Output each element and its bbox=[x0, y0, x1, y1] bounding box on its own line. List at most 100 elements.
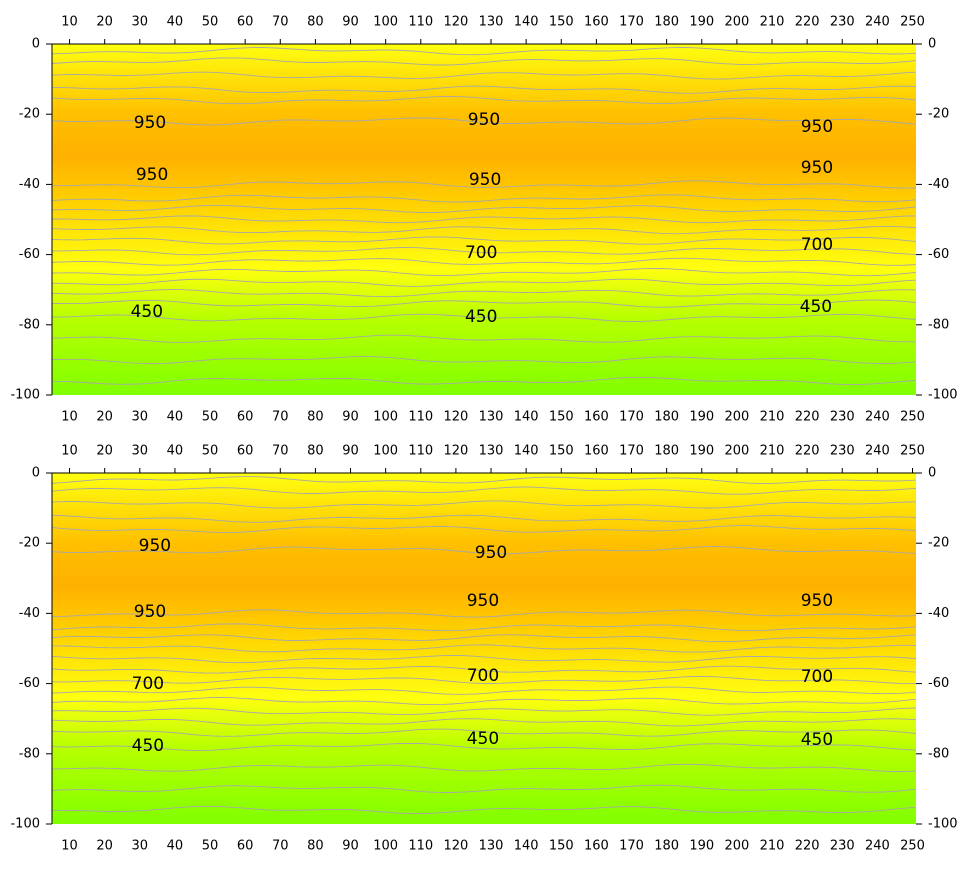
x-tick-label: 180 bbox=[654, 410, 679, 425]
contour-label: 450 bbox=[132, 736, 164, 756]
y-tick-label: -40 bbox=[19, 177, 40, 192]
y-tick-label: 0 bbox=[928, 37, 936, 52]
y-tick-label: -20 bbox=[928, 536, 949, 551]
contour-line bbox=[51, 623, 917, 632]
contour-line bbox=[51, 486, 917, 495]
contour-line bbox=[51, 299, 917, 308]
x-tick-label: 240 bbox=[865, 444, 890, 459]
x-tick-label: 180 bbox=[654, 444, 679, 459]
x-tick-label: 40 bbox=[167, 15, 184, 30]
contour-label: 950 bbox=[801, 117, 833, 137]
x-tick-label: 120 bbox=[443, 410, 468, 425]
y-tick-label: 0 bbox=[928, 466, 936, 481]
x-tick-label: 40 bbox=[167, 410, 184, 425]
contour-label: 950 bbox=[801, 591, 833, 611]
x-tick-label: 160 bbox=[584, 839, 609, 854]
x-tick-label: 220 bbox=[795, 15, 820, 30]
y-tick-label: -80 bbox=[928, 746, 949, 761]
x-tick-label: 220 bbox=[795, 839, 820, 854]
x-tick-label: 250 bbox=[900, 15, 925, 30]
contour-line bbox=[51, 500, 917, 509]
x-tick-label: 170 bbox=[619, 444, 644, 459]
x-tick-label: 130 bbox=[479, 410, 504, 425]
contour-line bbox=[51, 728, 917, 737]
x-tick-label: 200 bbox=[724, 839, 749, 854]
x-tick-label: 240 bbox=[865, 15, 890, 30]
x-tick-label: 80 bbox=[307, 444, 324, 459]
contour-line bbox=[52, 313, 917, 322]
x-tick-label: 80 bbox=[307, 410, 324, 425]
contour-label: 450 bbox=[801, 730, 833, 750]
y-tick-label: -20 bbox=[19, 536, 40, 551]
contour-line bbox=[52, 644, 917, 653]
x-tick-label: 140 bbox=[514, 15, 539, 30]
y-tick-label: -100 bbox=[928, 817, 958, 832]
contour-line bbox=[51, 654, 917, 664]
contour-line bbox=[51, 71, 917, 80]
x-tick-label: 20 bbox=[96, 15, 113, 30]
x-tick-label: 190 bbox=[689, 410, 714, 425]
x-tick-label: 130 bbox=[479, 15, 504, 30]
contour-line bbox=[52, 247, 917, 256]
contour-line bbox=[51, 204, 917, 214]
contour-label: 950 bbox=[134, 602, 166, 622]
x-tick-label: 210 bbox=[760, 15, 785, 30]
x-tick-label: 150 bbox=[549, 839, 574, 854]
contour-line bbox=[52, 180, 917, 189]
x-tick-label: 210 bbox=[760, 444, 785, 459]
x-tick-label: 230 bbox=[830, 839, 855, 854]
x-tick-label: 70 bbox=[272, 839, 289, 854]
contour-line bbox=[51, 525, 917, 533]
y-tick-label: 0 bbox=[32, 37, 40, 52]
contour-line bbox=[51, 57, 917, 66]
y-tick-label: -60 bbox=[928, 247, 949, 262]
y-tick-label: -80 bbox=[19, 317, 40, 332]
x-tick-label: 250 bbox=[900, 839, 925, 854]
x-tick-label: 90 bbox=[342, 410, 359, 425]
y-tick-label: 0 bbox=[32, 466, 40, 481]
x-tick-label: 30 bbox=[132, 410, 149, 425]
x-tick-label: 80 bbox=[307, 15, 324, 30]
x-tick-label: 50 bbox=[202, 839, 219, 854]
y-tick-label: -20 bbox=[19, 107, 40, 122]
contour-line bbox=[51, 268, 917, 277]
x-tick-label: 50 bbox=[202, 410, 219, 425]
contour-label: 950 bbox=[468, 110, 500, 130]
x-tick-label: 50 bbox=[202, 444, 219, 459]
x-tick-label: 110 bbox=[408, 444, 433, 459]
contour-panel: 10 10 20 20 30 30 40 40 50 50 60 60 70 70 80 80 90 90 100 1… bbox=[10, 444, 957, 854]
x-tick-label: 130 bbox=[479, 839, 504, 854]
contour-line bbox=[51, 194, 917, 203]
contour-line bbox=[51, 805, 917, 815]
x-tick-label: 20 bbox=[96, 410, 113, 425]
y-tick-label: -40 bbox=[928, 606, 949, 621]
x-tick-label: 230 bbox=[830, 15, 855, 30]
x-tick-label: 110 bbox=[408, 410, 433, 425]
x-tick-label: 20 bbox=[96, 444, 113, 459]
x-tick-label: 240 bbox=[865, 410, 890, 425]
y-tick-label: -80 bbox=[928, 317, 949, 332]
contour-label: 950 bbox=[469, 170, 501, 190]
x-tick-label: 40 bbox=[167, 839, 184, 854]
y-tick-label: -100 bbox=[10, 388, 40, 403]
x-tick-label: 210 bbox=[760, 839, 785, 854]
contour-label: 450 bbox=[800, 297, 832, 317]
y-tick-label: -80 bbox=[19, 746, 40, 761]
y-tick-label: -100 bbox=[10, 817, 40, 832]
contour-label: 950 bbox=[134, 113, 166, 133]
contour-line bbox=[51, 257, 917, 266]
x-tick-label: 70 bbox=[272, 15, 289, 30]
contour-line bbox=[51, 546, 917, 555]
contour-label: 700 bbox=[465, 243, 497, 263]
x-tick-label: 200 bbox=[724, 444, 749, 459]
y-tick-label: -40 bbox=[19, 606, 40, 621]
contour-line bbox=[51, 763, 917, 772]
x-tick-label: 170 bbox=[619, 15, 644, 30]
x-tick-label: 220 bbox=[795, 444, 820, 459]
x-tick-label: 90 bbox=[342, 15, 359, 30]
x-tick-label: 30 bbox=[132, 839, 149, 854]
x-tick-label: 100 bbox=[373, 444, 398, 459]
y-tick-label: -40 bbox=[928, 177, 949, 192]
contour-label: 450 bbox=[131, 302, 163, 322]
